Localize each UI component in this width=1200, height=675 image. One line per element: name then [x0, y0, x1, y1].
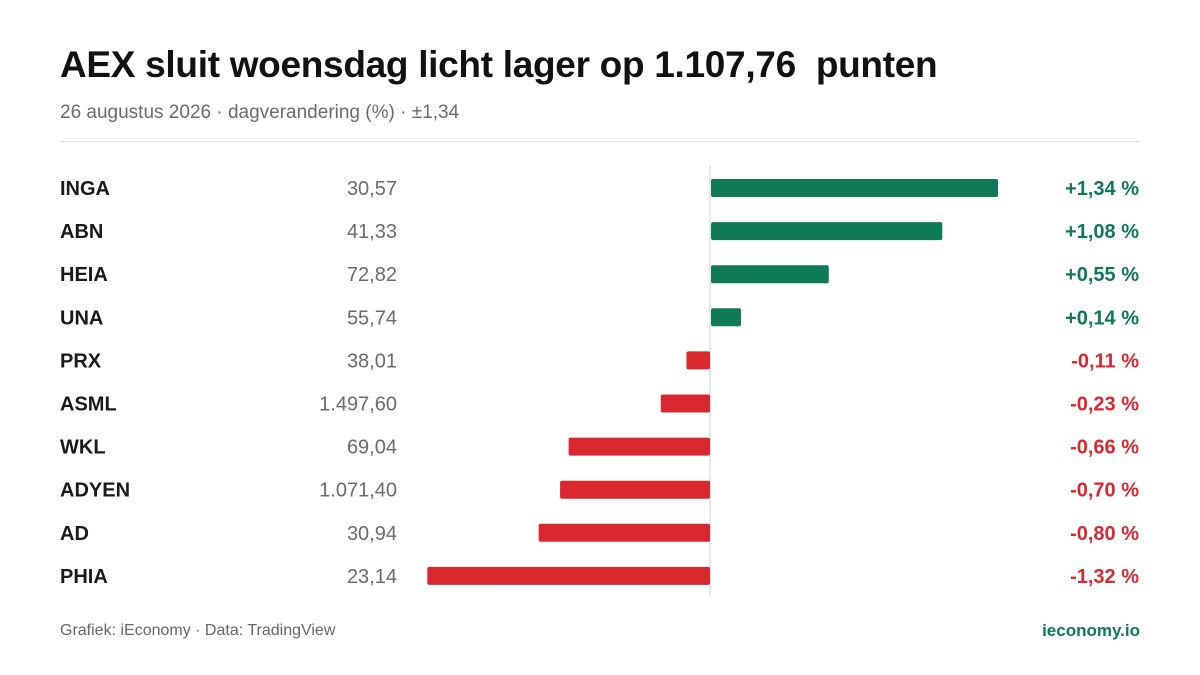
- bar: [686, 351, 710, 370]
- chart-subtitle: 26 augustus 2026 · dagverandering (%) · …: [60, 102, 460, 123]
- bar: [538, 523, 710, 542]
- price-label: 23,14: [347, 566, 397, 588]
- bar-chart: INGA 30,57 +1,34 % ABN 41,33 +1,08 % HEIA 72,82…: [60, 165, 1139, 596]
- ticker-label: PRX: [60, 350, 102, 372]
- ticker-label: ABN: [60, 221, 103, 243]
- price-label: 41,33: [347, 221, 397, 243]
- value-label: +0,14 %: [1065, 307, 1139, 329]
- chart-title: AEX sluit woensdag licht lager op 1.107,…: [60, 44, 938, 85]
- price-label: 69,04: [347, 437, 397, 459]
- value-label: +0,55 %: [1065, 264, 1139, 286]
- value-label: +1,34 %: [1065, 178, 1139, 200]
- title-divider: [60, 141, 1140, 142]
- ticker-label: AD: [60, 523, 89, 545]
- bar: [711, 179, 998, 197]
- bar: [427, 566, 710, 585]
- price-label: 30,57: [347, 178, 397, 200]
- bar: [711, 222, 943, 241]
- ticker-label: ADYEN: [60, 480, 130, 502]
- price-label: 1.497,60: [319, 394, 397, 416]
- value-label: -0,70 %: [1070, 480, 1139, 502]
- price-label: 1.071,40: [319, 480, 397, 502]
- ticker-label: PHIA: [60, 566, 108, 588]
- ticker-label: UNA: [60, 307, 103, 329]
- bar: [560, 480, 710, 499]
- price-label: 38,01: [347, 350, 397, 372]
- bar: [711, 265, 829, 284]
- ticker-label: HEIA: [60, 264, 108, 286]
- value-label: -0,66 %: [1070, 437, 1139, 459]
- price-label: 72,82: [347, 264, 397, 286]
- source-note: Grafiek: iEconomy · Data: TradingView: [60, 622, 336, 639]
- value-label: -1,32 %: [1070, 566, 1139, 588]
- ticker-label: ASML: [60, 394, 117, 416]
- value-label: -0,80 %: [1070, 523, 1139, 545]
- bar: [711, 308, 741, 327]
- value-label: -0,23 %: [1070, 394, 1139, 416]
- price-label: 55,74: [347, 307, 397, 329]
- value-label: +1,08 %: [1065, 221, 1139, 243]
- bar: [660, 394, 710, 413]
- brand-link[interactable]: ieconomy.io: [1042, 621, 1140, 640]
- bar: [568, 437, 710, 456]
- ticker-label: WKL: [60, 437, 106, 459]
- ticker-label: INGA: [60, 178, 110, 200]
- price-label: 30,94: [347, 523, 397, 545]
- value-label: -0,11 %: [1071, 350, 1139, 372]
